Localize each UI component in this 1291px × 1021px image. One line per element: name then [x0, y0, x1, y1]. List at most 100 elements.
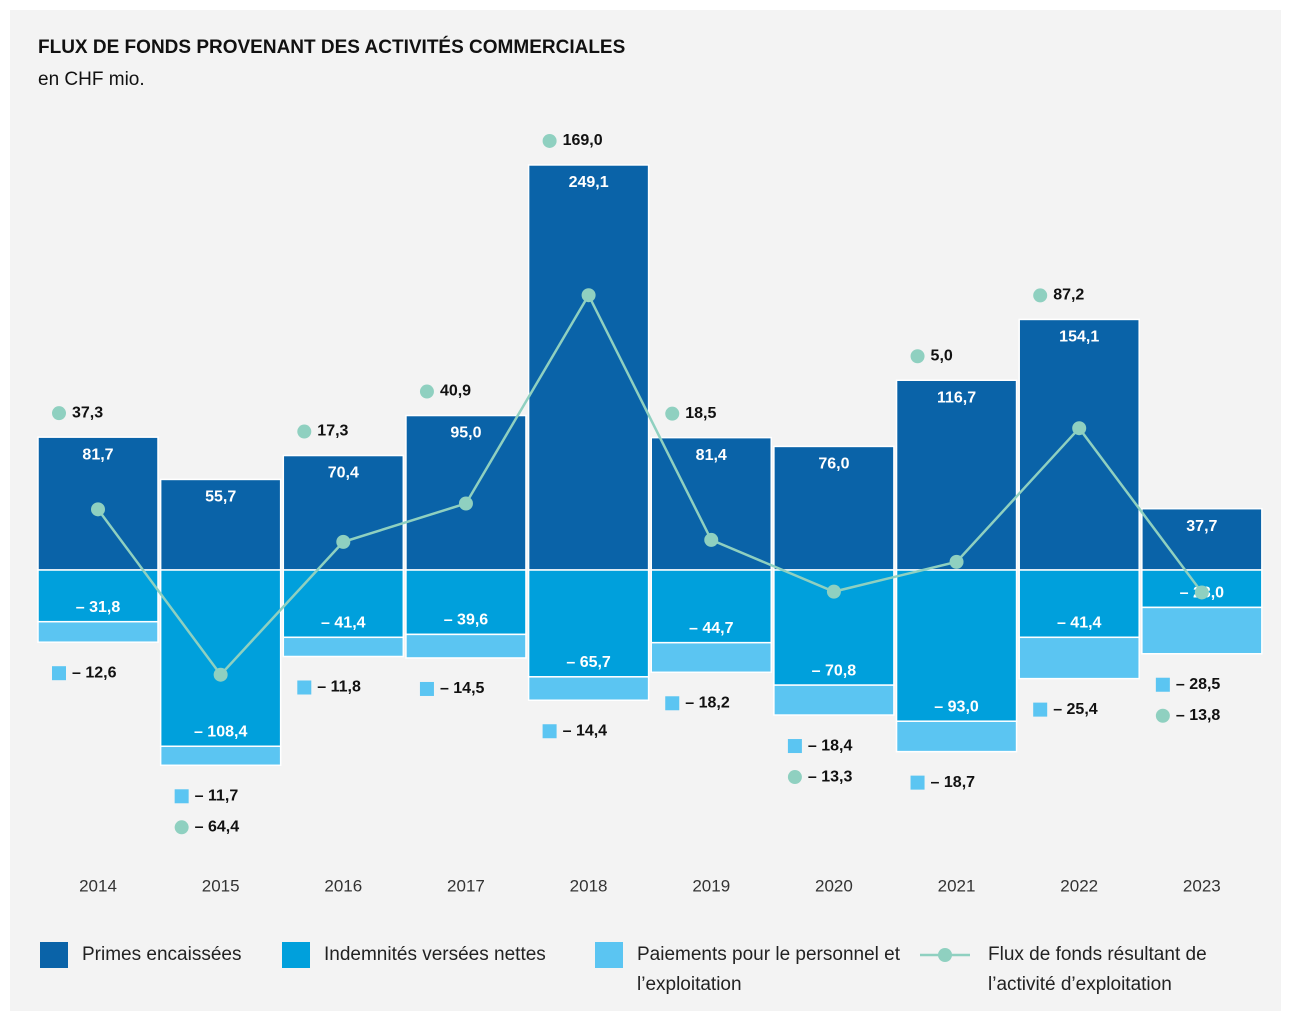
data-label: – 18,7 [931, 774, 976, 791]
legend-swatch [920, 940, 970, 970]
line-point [213, 667, 228, 682]
data-label: 40,9 [440, 383, 471, 400]
bar [895, 720, 1018, 753]
data-label: – 41,4 [321, 615, 366, 632]
bar [650, 641, 772, 674]
data-label: – 41,4 [1057, 615, 1102, 632]
legend-marker [910, 775, 925, 790]
bar [773, 445, 895, 571]
legend-marker [1033, 702, 1048, 717]
legend-swatch [595, 942, 623, 968]
data-label: – 108,4 [194, 723, 247, 740]
line-point [1072, 421, 1087, 436]
data-label: 18,5 [685, 405, 716, 422]
bar [527, 676, 650, 701]
x-tick-label: 2019 [692, 876, 730, 895]
data-label: 81,4 [696, 447, 727, 464]
data-label: 169,0 [563, 132, 603, 149]
labels: 81,7 – 31,8 – 12,6 37,3 55,7 – 108,4 – 11,7 – 6… [52, 132, 1224, 836]
legend-marker [297, 680, 312, 695]
bar [37, 569, 159, 623]
legend-swatch [282, 942, 310, 968]
bar [773, 684, 895, 716]
bar [895, 569, 1018, 722]
data-label: 95,0 [450, 425, 481, 442]
data-label: 37,3 [72, 404, 103, 421]
bar [159, 478, 282, 571]
legend-marker [174, 820, 189, 835]
legend-marker [787, 739, 802, 754]
data-label: – 12,6 [72, 664, 117, 681]
data-label: 55,7 [205, 489, 236, 506]
data-label: – 31,8 [76, 599, 121, 616]
legend-line-dot [938, 948, 952, 962]
data-label: – 13,3 [808, 768, 853, 785]
data-label: – 65,7 [566, 654, 611, 671]
legend-swatch [40, 942, 68, 968]
chart-title: FLUX DE FONDS PROVENANT DES ACTIVITÉS CO… [38, 36, 625, 58]
bar [405, 569, 527, 636]
legend-marker [419, 681, 434, 696]
legend-item: Paiements pour le personnel et l’exploit… [595, 940, 907, 1000]
legend-label: Flux de fonds résultant de l’activité d’… [988, 944, 1207, 995]
legend-marker [910, 349, 925, 364]
legend-marker [542, 724, 557, 739]
line-point [458, 496, 473, 511]
data-label: – 11,8 [317, 679, 361, 696]
bar [1018, 318, 1140, 571]
chart-subtitle: en CHF mio. [38, 69, 145, 90]
bar [1018, 636, 1140, 680]
x-tick-label: 2020 [815, 876, 853, 895]
bar [159, 745, 282, 767]
legend-line [920, 948, 970, 962]
line-point [336, 534, 351, 549]
legend-item: Flux de fonds résultant de l’activité d’… [920, 940, 1258, 1000]
data-label: – 13,8 [1176, 707, 1221, 724]
line-point [949, 554, 964, 569]
legend-marker [52, 406, 66, 421]
x-tick-label: 2017 [447, 876, 485, 895]
data-label: – 70,8 [812, 662, 857, 679]
x-tick-label: 2023 [1183, 876, 1221, 895]
line-point [826, 584, 841, 599]
x-tick-label: 2016 [324, 876, 362, 895]
legend-label: Paiements pour le personnel et l’exploit… [637, 944, 900, 995]
legend-marker [1155, 708, 1170, 723]
bar [527, 569, 650, 678]
data-label: 81,7 [82, 446, 113, 463]
data-label: 116,7 [937, 389, 976, 406]
legend-item: Indemnités versées nettes [282, 940, 546, 970]
line [96, 292, 1203, 677]
legend-marker [665, 696, 680, 711]
data-label: – 64,4 [195, 819, 240, 836]
data-label: 17,3 [317, 423, 348, 440]
data-label: 70,4 [328, 465, 359, 482]
data-label: 154,1 [1059, 329, 1099, 346]
bar [895, 379, 1018, 571]
legend-marker [542, 133, 557, 148]
data-label: – 25,4 [1053, 701, 1098, 718]
legend-marker [52, 666, 66, 681]
data-label: 37,7 [1186, 518, 1217, 535]
data-label: – 28,5 [1176, 676, 1221, 693]
x-tick-label: 2022 [1060, 876, 1098, 895]
bar [282, 636, 405, 658]
bar [1018, 569, 1140, 639]
data-label: – 14,4 [563, 722, 608, 739]
data-label: – 39,6 [444, 612, 489, 629]
legend-label: Indemnités versées nettes [324, 944, 546, 965]
data-label: – 44,7 [689, 620, 734, 637]
x-tick-label: 2021 [938, 876, 976, 895]
legend-marker [787, 770, 802, 785]
line-point [704, 532, 719, 547]
bar [405, 633, 527, 659]
data-label: – 18,4 [808, 737, 853, 754]
line-point [91, 502, 105, 517]
data-label: 76,0 [818, 456, 849, 473]
bar [527, 164, 650, 571]
data-label: 5,0 [931, 347, 953, 364]
bar [1141, 606, 1263, 655]
legend-marker [665, 406, 680, 421]
